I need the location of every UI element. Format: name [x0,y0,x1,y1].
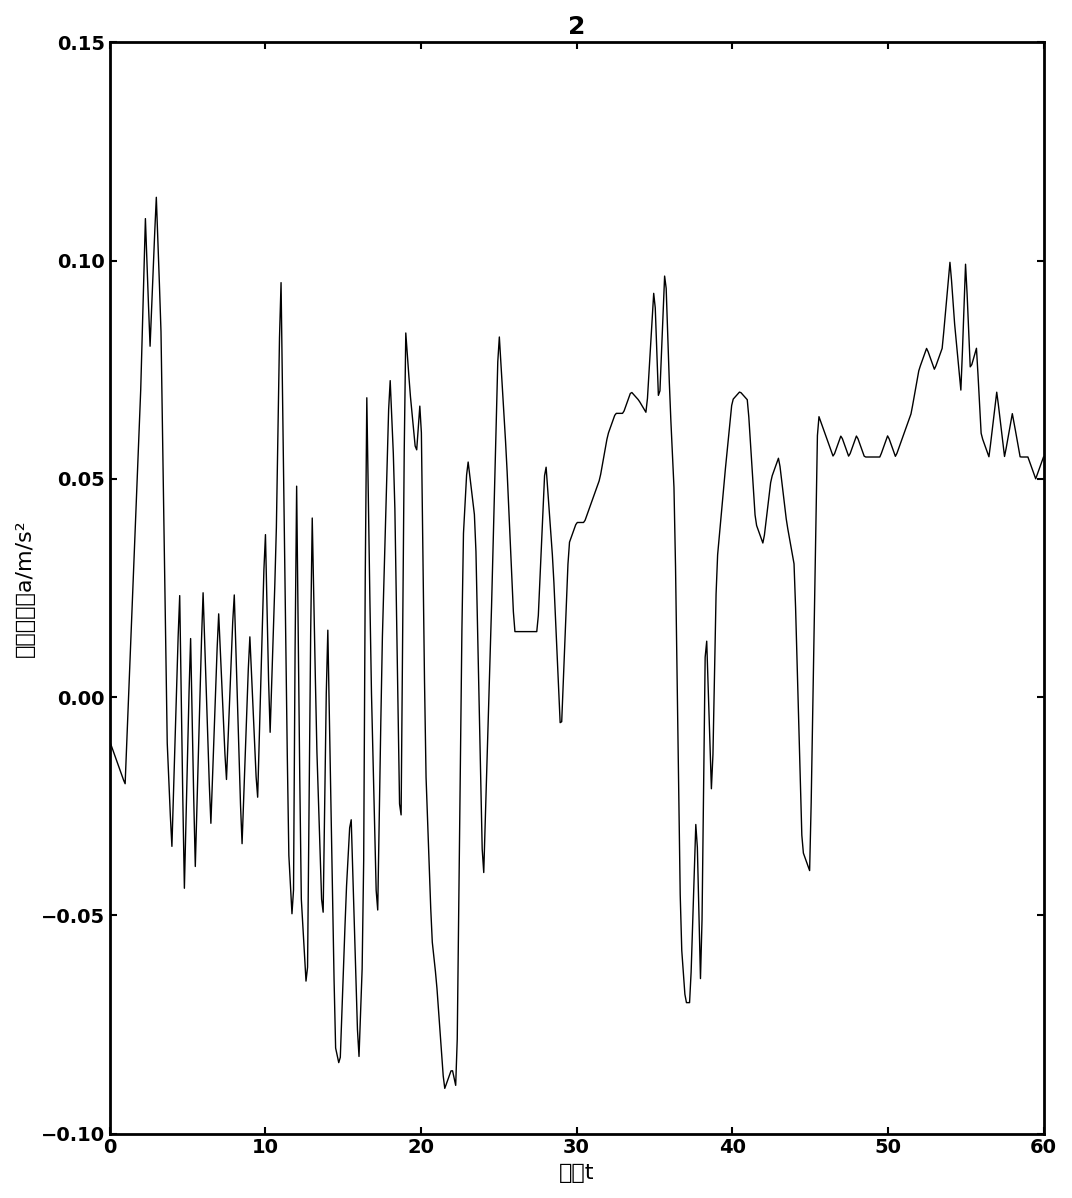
Y-axis label: 振动加速度a/m/s²: 振动加速度a/m/s² [15,519,35,657]
X-axis label: 时间t: 时间t [559,1163,594,1182]
Title: 2: 2 [568,16,585,40]
